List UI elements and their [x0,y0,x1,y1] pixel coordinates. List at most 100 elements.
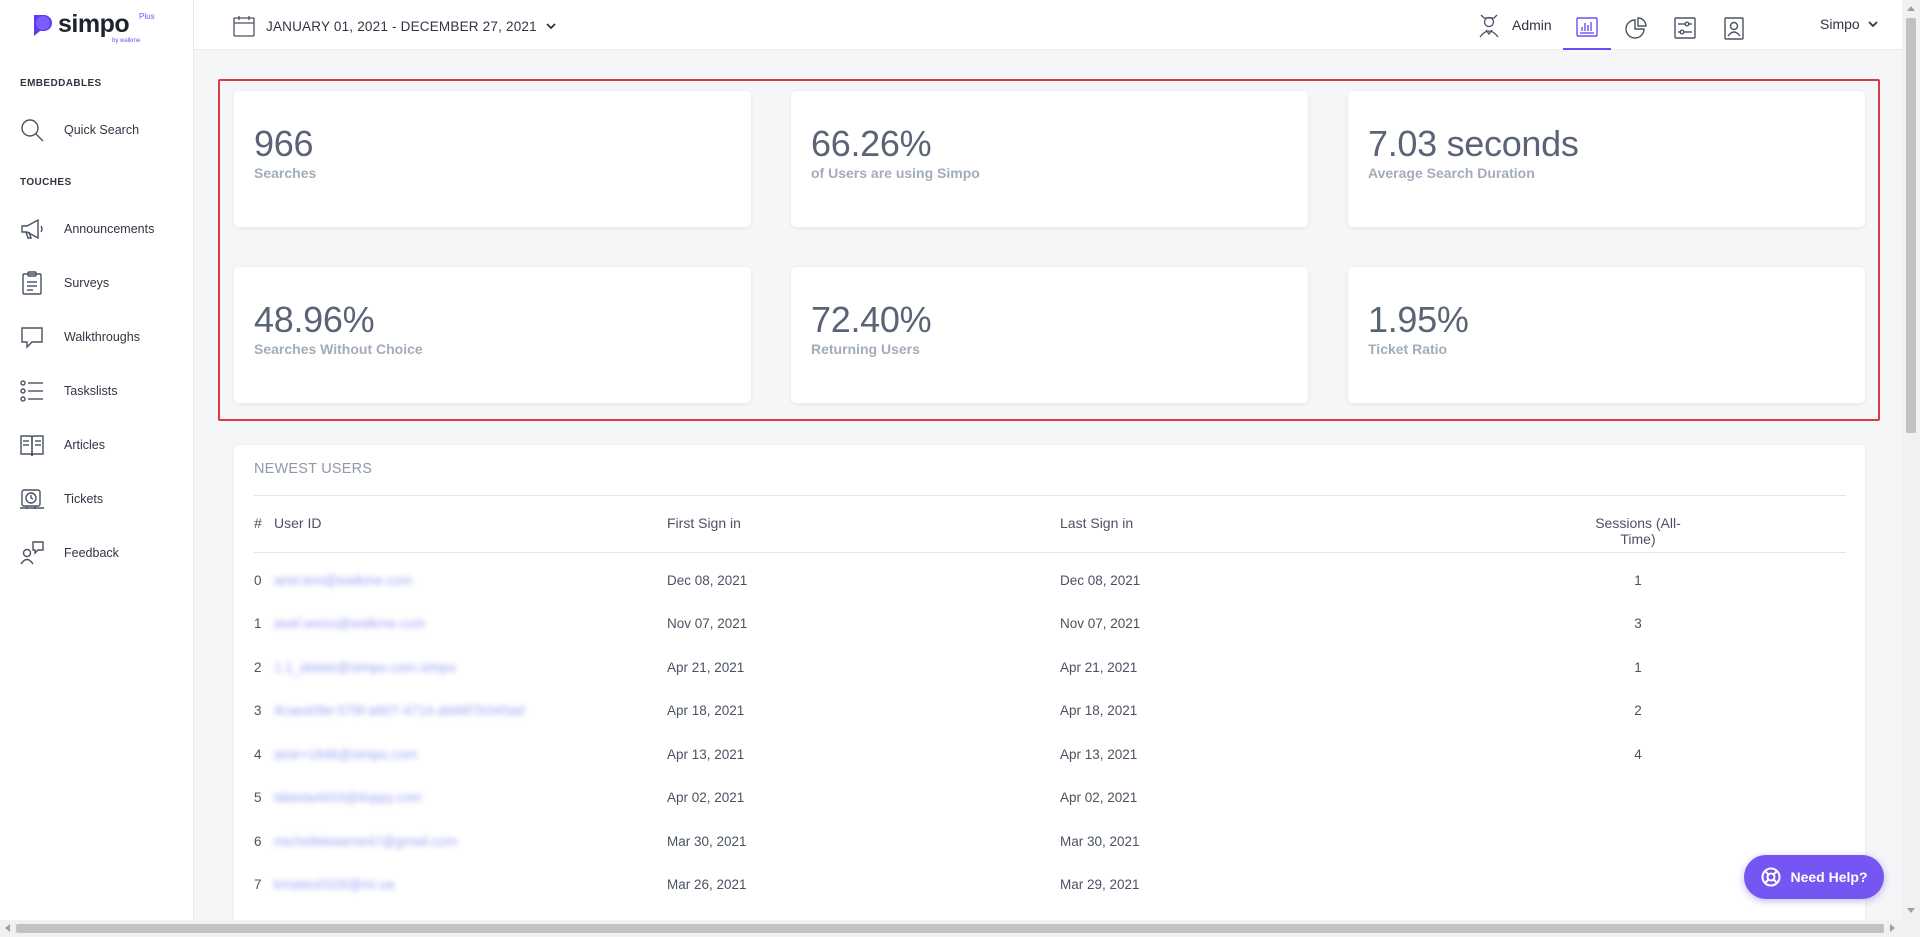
highlight-frame [218,79,1880,421]
top-header: JANUARY 01, 2021 - DECEMBER 27, 2021 Adm… [194,0,1902,50]
table-row[interactable]: 2 1.1_delete@simpo.com.simpo Apr 21, 2021 A… [234,650,1865,686]
stat-value: 7.03 seconds [1368,123,1579,164]
vertical-scrollbar[interactable] [1902,0,1920,920]
divider [254,495,1846,496]
cell-last-sign-in: Mar 30, 2021 [1060,834,1140,849]
need-help-button[interactable]: Need Help? [1744,855,1884,899]
scroll-left-arrow[interactable] [5,924,10,932]
date-range-picker[interactable]: JANUARY 01, 2021 - DECEMBER 27, 2021 [232,12,557,40]
scroll-thumb[interactable] [1906,18,1916,433]
sidebar-item-quick-search[interactable]: Quick Search [0,110,193,150]
admin-badge[interactable]: Admin [1476,10,1552,40]
simpo-logo[interactable]: simpo Plus by walkme [28,8,158,44]
user-menu[interactable]: Simpo [1820,16,1879,32]
cell-first-sign-in: Dec 08, 2021 [667,573,748,588]
stat-caption: Searches [254,165,317,181]
sidebar-item-label: Surveys [64,276,110,290]
cell-first-sign-in: Nov 07, 2021 [667,616,748,631]
cell-user-id[interactable]: 4caea09e-576f-a607-4714-ab66f7b345ad [274,703,524,718]
table-row[interactable]: 1 asaf.weiss@walkme.com Nov 07, 2021 Nov 07… [234,606,1865,642]
ticket-clock-icon [19,486,45,512]
need-help-label: Need Help? [1790,869,1868,885]
profile-button[interactable] [1710,6,1758,50]
sidebar-item-label: Articles [64,438,105,452]
stat-caption: Average Search Duration [1368,165,1535,181]
table-row[interactable]: 5 labeda4433@iloppy.com Apr 02, 2021 Apr 02… [234,780,1865,816]
table-row[interactable]: 0 amir.levi@walkme.com Dec 08, 2021 Dec 08,… [234,563,1865,599]
table-row[interactable]: 3 4caea09e-576f-a607-4714-ab66f7b345ad Apr… [234,693,1865,729]
cell-user-id[interactable]: labeda4433@iloppy.com [274,790,422,805]
section-embeddables: EMBEDDABLES [20,78,102,89]
calendar-icon [233,16,255,37]
sidebar-item-surveys[interactable]: Surveys [0,263,193,303]
cell-user-id[interactable]: 1.1_delete@simpo.com.simpo [274,660,456,675]
cell-last-sign-in: Apr 18, 2021 [1060,703,1138,718]
feedback-person-icon [19,540,45,566]
book-icon [19,432,45,458]
cell-user-id[interactable]: amir+1846@simpo.com [274,747,418,762]
sidebar-item-label: Tickets [64,492,104,506]
cell-user-id[interactable]: asaf.weiss@walkme.com [274,616,426,631]
cell-first-sign-in: Apr 21, 2021 [667,660,745,675]
speech-bubble-icon [19,324,45,350]
cell-user-id[interactable]: kmateo0326@ini.ua [274,877,395,892]
cell-user-id[interactable]: michellekwarne47@gmail.com [274,834,458,849]
scroll-thumb[interactable] [16,924,1884,933]
table-row[interactable]: 4 amir+1846@simpo.com Apr 13, 2021 Apr 13, … [234,737,1865,773]
analytics-button[interactable] [1563,6,1611,50]
analytics-icon [1576,17,1598,37]
cell-last-sign-in: Nov 07, 2021 [1060,616,1141,631]
divider [254,552,1846,553]
stat-value: 66.26% [811,123,932,164]
scroll-right-arrow[interactable] [1890,924,1895,932]
cell-last-sign-in: Apr 13, 2021 [1060,747,1138,762]
sidebar-item-label: Announcements [64,222,155,236]
search-icon [19,117,45,143]
newest-users-panel: NEWEST USERS # User ID First Sign in Las… [234,445,1865,925]
cell-index: 2 [254,660,262,675]
checklist-icon [19,378,45,404]
table-row[interactable]: 6 michellekwarne47@gmail.com Mar 30, 2021 M… [234,824,1865,860]
cell-sessions: 3 [1634,616,1642,631]
column-header-first-sign-in[interactable]: First Sign in [667,515,741,531]
stat-value: 966 [254,123,314,164]
stat-card-returning: 72.40% Returning Users [791,267,1308,403]
cell-index: 0 [254,573,262,588]
scroll-up-arrow[interactable] [1907,6,1915,11]
stat-caption: Returning Users [811,341,920,357]
sidebar-item-label: Walkthroughs [64,330,140,344]
stat-value: 48.96% [254,299,375,340]
stat-card-no-choice: 48.96% Searches Without Choice [234,267,751,403]
megaphone-icon [19,216,45,242]
sidebar-item-taskslists[interactable]: Taskslists [0,371,193,411]
sidebar-item-articles[interactable]: Articles [0,425,193,465]
sidebar-item-announcements[interactable]: Announcements [0,209,193,249]
column-header-user-id[interactable]: User ID [274,515,322,531]
cell-user-id[interactable]: amir.levi@walkme.com [274,573,413,588]
cell-last-sign-in: Dec 08, 2021 [1060,573,1141,588]
stat-caption: Ticket Ratio [1368,341,1448,357]
table-row[interactable]: 7 kmateo0326@ini.ua Mar 26, 2021 Mar 29, 20… [234,867,1865,903]
sidebar-item-tickets[interactable]: Tickets [0,479,193,519]
sidebar-item-feedback[interactable]: Feedback [0,533,193,573]
cell-first-sign-in: Mar 30, 2021 [667,834,747,849]
chevron-down-icon [546,23,556,30]
column-header-sessions[interactable]: Sessions (All-Time) [1595,515,1681,547]
horizontal-scrollbar[interactable] [0,920,1920,937]
sidebar-item-walkthroughs[interactable]: Walkthroughs [0,317,193,357]
scroll-down-arrow[interactable] [1907,908,1915,913]
cell-first-sign-in: Apr 02, 2021 [667,790,745,805]
sidebar-item-label: Feedback [64,546,119,560]
cell-sessions: 1 [1634,660,1642,675]
column-header-index: # [254,515,262,531]
settings-button[interactable] [1661,6,1709,50]
sliders-icon [1674,17,1696,39]
sidebar-item-label: Taskslists [64,384,118,398]
clipboard-icon [19,270,45,296]
cell-index: 3 [254,703,262,718]
stat-card-ticket-ratio: 1.95% Ticket Ratio [1348,267,1865,403]
reports-button[interactable] [1612,6,1660,50]
column-header-last-sign-in[interactable]: Last Sign in [1060,515,1134,531]
cell-index: 4 [254,747,262,762]
simpo-logo-icon [34,15,52,36]
